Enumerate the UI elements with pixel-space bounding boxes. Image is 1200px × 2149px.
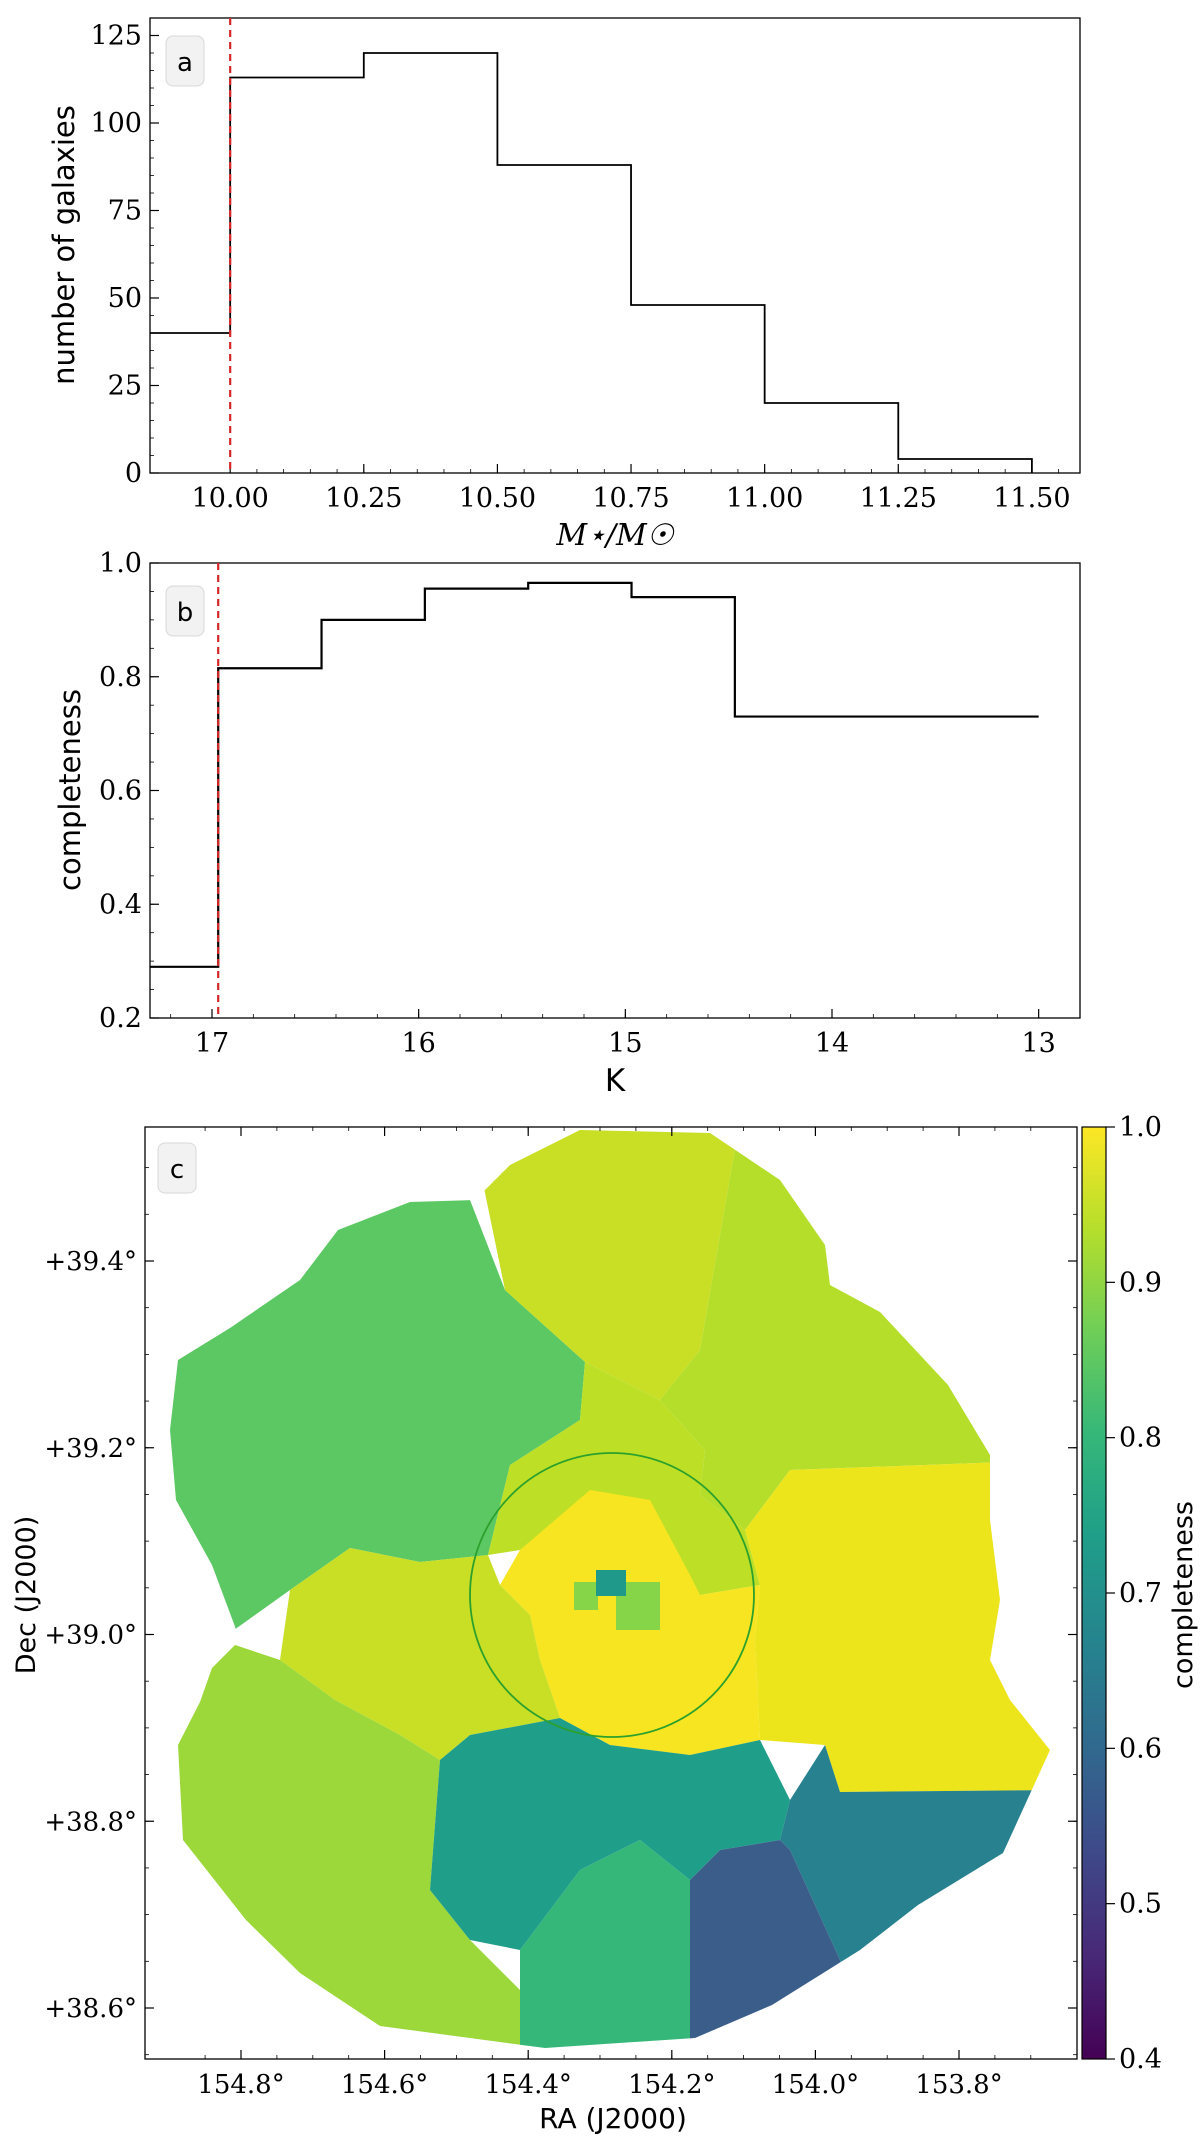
map-xtick-label: 154.0° bbox=[772, 2070, 859, 2100]
panel-b-ytick-label: 0.4 bbox=[99, 889, 142, 920]
panel-c-label: c bbox=[170, 1155, 184, 1185]
map-ylabel: Dec (J2000) bbox=[11, 1516, 42, 1675]
map-xtick-label: 154.4° bbox=[484, 2070, 571, 2100]
panel-b-xtick-label: 14 bbox=[815, 1028, 849, 1059]
region-left-mid bbox=[280, 1548, 560, 1760]
panel-b-completeness-line bbox=[150, 581, 1039, 968]
map-ytick-label: +39.4° bbox=[44, 1247, 137, 1277]
region-bottom-mid-green bbox=[520, 1840, 690, 2048]
panel-b-ytick-label: 0.8 bbox=[99, 662, 142, 693]
panel-b-ticks: 17 16 15 14 13 0.2 0.4 0.6 0.8 1.0 bbox=[99, 548, 1056, 1059]
panel-c: 154.8° 154.6° 154.4° 154.2° 154.0° 153.8° +38.… bbox=[11, 1112, 1199, 2135]
panel-a-xtick-label: 10.25 bbox=[325, 483, 402, 514]
colorbar-tick-label: 0.4 bbox=[1119, 2044, 1162, 2075]
aperture-circle bbox=[469, 1452, 755, 1738]
center-green-pixel-left bbox=[574, 1582, 598, 1610]
panel-a-label-box bbox=[165, 35, 205, 87]
map-xtick-label: 154.6° bbox=[341, 2070, 428, 2100]
colorbar-tick-label: 0.8 bbox=[1119, 1423, 1162, 1454]
panel-b-xlabel: K bbox=[605, 1063, 626, 1099]
panel-b-label-box bbox=[165, 585, 205, 637]
map-ytick-label: +38.6° bbox=[44, 1994, 137, 2024]
region-top bbox=[470, 1130, 740, 1400]
panel-c-label-box bbox=[157, 1142, 197, 1194]
map-ytick-label: +39.2° bbox=[44, 1434, 137, 1464]
panel-b-xtick-label: 17 bbox=[195, 1028, 229, 1059]
panel-a-ytick-label: 75 bbox=[108, 196, 142, 227]
panel-b-ylabel: completeness bbox=[53, 689, 87, 891]
panel-a-label: a bbox=[177, 48, 193, 78]
map-xtick-label: 153.8° bbox=[915, 2070, 1002, 2100]
panel-a-ytick-label: 50 bbox=[108, 283, 142, 314]
panel-a-xtick-label: 10.75 bbox=[592, 483, 669, 514]
panel-a-ylabel: number of galaxies bbox=[47, 105, 81, 385]
panel-a-ytick-label: 25 bbox=[108, 371, 142, 402]
colorbar-tick-label: 0.9 bbox=[1119, 1267, 1162, 1298]
panel-a-xtick-label: 11.25 bbox=[860, 483, 937, 514]
panel-b-ytick-label: 0.2 bbox=[99, 1003, 142, 1034]
colorbar-ticks: 0.4 0.5 0.6 0.7 0.8 0.9 1.0 bbox=[1106, 1112, 1162, 2075]
panel-a-histogram-line bbox=[150, 52, 1033, 473]
panel-b: 17 16 15 14 13 0.2 0.4 0.6 0.8 1.0 b completeness… bbox=[53, 548, 1081, 1099]
panel-a-ytick-label: 0 bbox=[125, 458, 142, 489]
panel-a-xlabel: M⋆/M☉ bbox=[555, 518, 674, 553]
panel-a-xtick-label: 11.00 bbox=[726, 483, 803, 514]
region-right bbox=[745, 1460, 1050, 1792]
panel-b-xtick-label: 16 bbox=[401, 1028, 435, 1059]
colorbar-tick-label: 0.5 bbox=[1119, 1889, 1162, 1920]
panel-b-xtick-label: 13 bbox=[1021, 1028, 1055, 1059]
panel-b-label: b bbox=[177, 598, 194, 628]
map-ytick-label: +39.0° bbox=[44, 1621, 137, 1651]
panel-a-ytick-label: 100 bbox=[90, 108, 142, 139]
center-teal-pixel bbox=[596, 1570, 626, 1596]
panel-a: 10.00 10.25 10.50 10.75 11.00 11.25 11.50 0 25 50… bbox=[47, 17, 1081, 553]
panel-a-xtick-label: 10.00 bbox=[192, 483, 269, 514]
colorbar-tick-label: 1.0 bbox=[1119, 1112, 1162, 1143]
map-ytick-label: +38.8° bbox=[44, 1807, 137, 1837]
panel-a-ytick-label: 125 bbox=[90, 21, 142, 52]
map-ticks: 154.8° 154.6° 154.4° 154.2° 154.0° 153.8° +38.… bbox=[44, 1127, 1077, 2100]
region-upper-left bbox=[170, 1200, 585, 1640]
panel-b-frame bbox=[149, 562, 1081, 1019]
panel-b-xtick-label: 15 bbox=[608, 1028, 642, 1059]
map-xtick-label: 154.8° bbox=[197, 2070, 284, 2100]
panel-b-ytick-label: 0.6 bbox=[99, 776, 142, 807]
colorbar-label: completeness bbox=[1168, 1501, 1199, 1689]
panel-a-ticks: 10.00 10.25 10.50 10.75 11.00 11.25 11.50 0 25 50… bbox=[90, 21, 1070, 515]
region-bottom-teal bbox=[430, 1718, 790, 1950]
panel-a-xtick-label: 11.50 bbox=[993, 483, 1070, 514]
colorbar bbox=[1081, 1126, 1107, 2060]
panel-a-xtick-label: 10.50 bbox=[459, 483, 536, 514]
panel-a-frame bbox=[149, 17, 1081, 474]
colorbar-tick-label: 0.7 bbox=[1119, 1578, 1162, 1609]
panel-b-ytick-label: 1.0 bbox=[99, 548, 142, 579]
map-xlabel: RA (J2000) bbox=[539, 2102, 687, 2135]
map-xtick-label: 154.2° bbox=[628, 2070, 715, 2100]
colorbar-tick-label: 0.6 bbox=[1119, 1733, 1162, 1764]
